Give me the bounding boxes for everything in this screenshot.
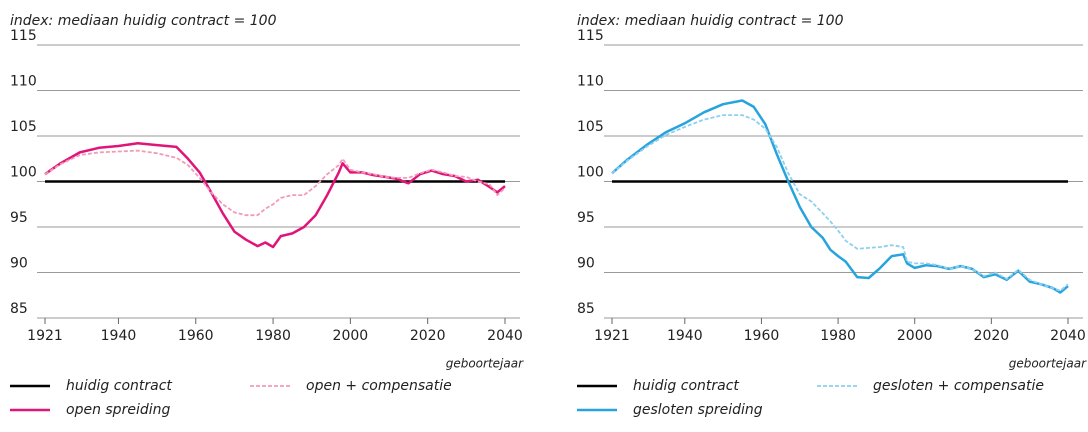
legend-label: huidig contract (66, 378, 172, 394)
legend-label: open + compensatie (306, 378, 452, 394)
y-tick-label: 110 (10, 74, 37, 90)
y-tick-label: 90 (10, 256, 28, 272)
legend-label: gesloten spreiding (633, 402, 763, 418)
line (611, 99, 1069, 294)
x-axis-label: geboortejaar (446, 357, 524, 371)
y-tick-label: 100 (10, 165, 37, 181)
x-tick-label: 1980 (820, 328, 856, 344)
x-tick-label: 2040 (1050, 328, 1086, 344)
legend-label: open spreiding (66, 402, 170, 418)
y-tick-label: 95 (577, 210, 595, 226)
line (44, 142, 506, 249)
y-tick-label: 90 (577, 256, 595, 272)
y-tick-label: 95 (10, 210, 28, 226)
y-tick-label: 105 (10, 119, 37, 135)
x-tick-label: 1960 (178, 328, 214, 344)
y-tick-label: 105 (577, 119, 604, 135)
line (44, 149, 506, 217)
subtitle: index: mediaan huidig contract = 100 (577, 13, 844, 29)
x-tick-label: 2020 (410, 328, 446, 344)
x-tick-label: 1960 (744, 328, 780, 344)
x-tick-label: 1940 (101, 328, 137, 344)
y-tick-label: 110 (577, 74, 604, 90)
y-tick-label: 115 (10, 28, 37, 44)
x-tick-label: 1940 (667, 328, 703, 344)
x-tick-label: 2020 (974, 328, 1010, 344)
legend-label: gesloten + compensatie (873, 378, 1044, 394)
x-tick-label: 2000 (897, 328, 933, 344)
x-tick-label: 2040 (487, 328, 523, 344)
y-tick-label: 85 (577, 301, 595, 317)
subtitle: index: mediaan huidig contract = 100 (10, 13, 277, 29)
x-tick-label: 1980 (255, 328, 291, 344)
x-axis-label: geboortejaar (1009, 357, 1087, 371)
y-tick-label: 100 (577, 165, 604, 181)
y-tick-label: 115 (577, 28, 604, 44)
y-tick-label: 85 (10, 301, 28, 317)
line (611, 114, 1069, 292)
legend-label: huidig contract (633, 378, 739, 394)
x-tick-label: 1921 (594, 328, 630, 344)
x-tick-label: 1921 (27, 328, 63, 344)
x-tick-label: 2000 (333, 328, 369, 344)
